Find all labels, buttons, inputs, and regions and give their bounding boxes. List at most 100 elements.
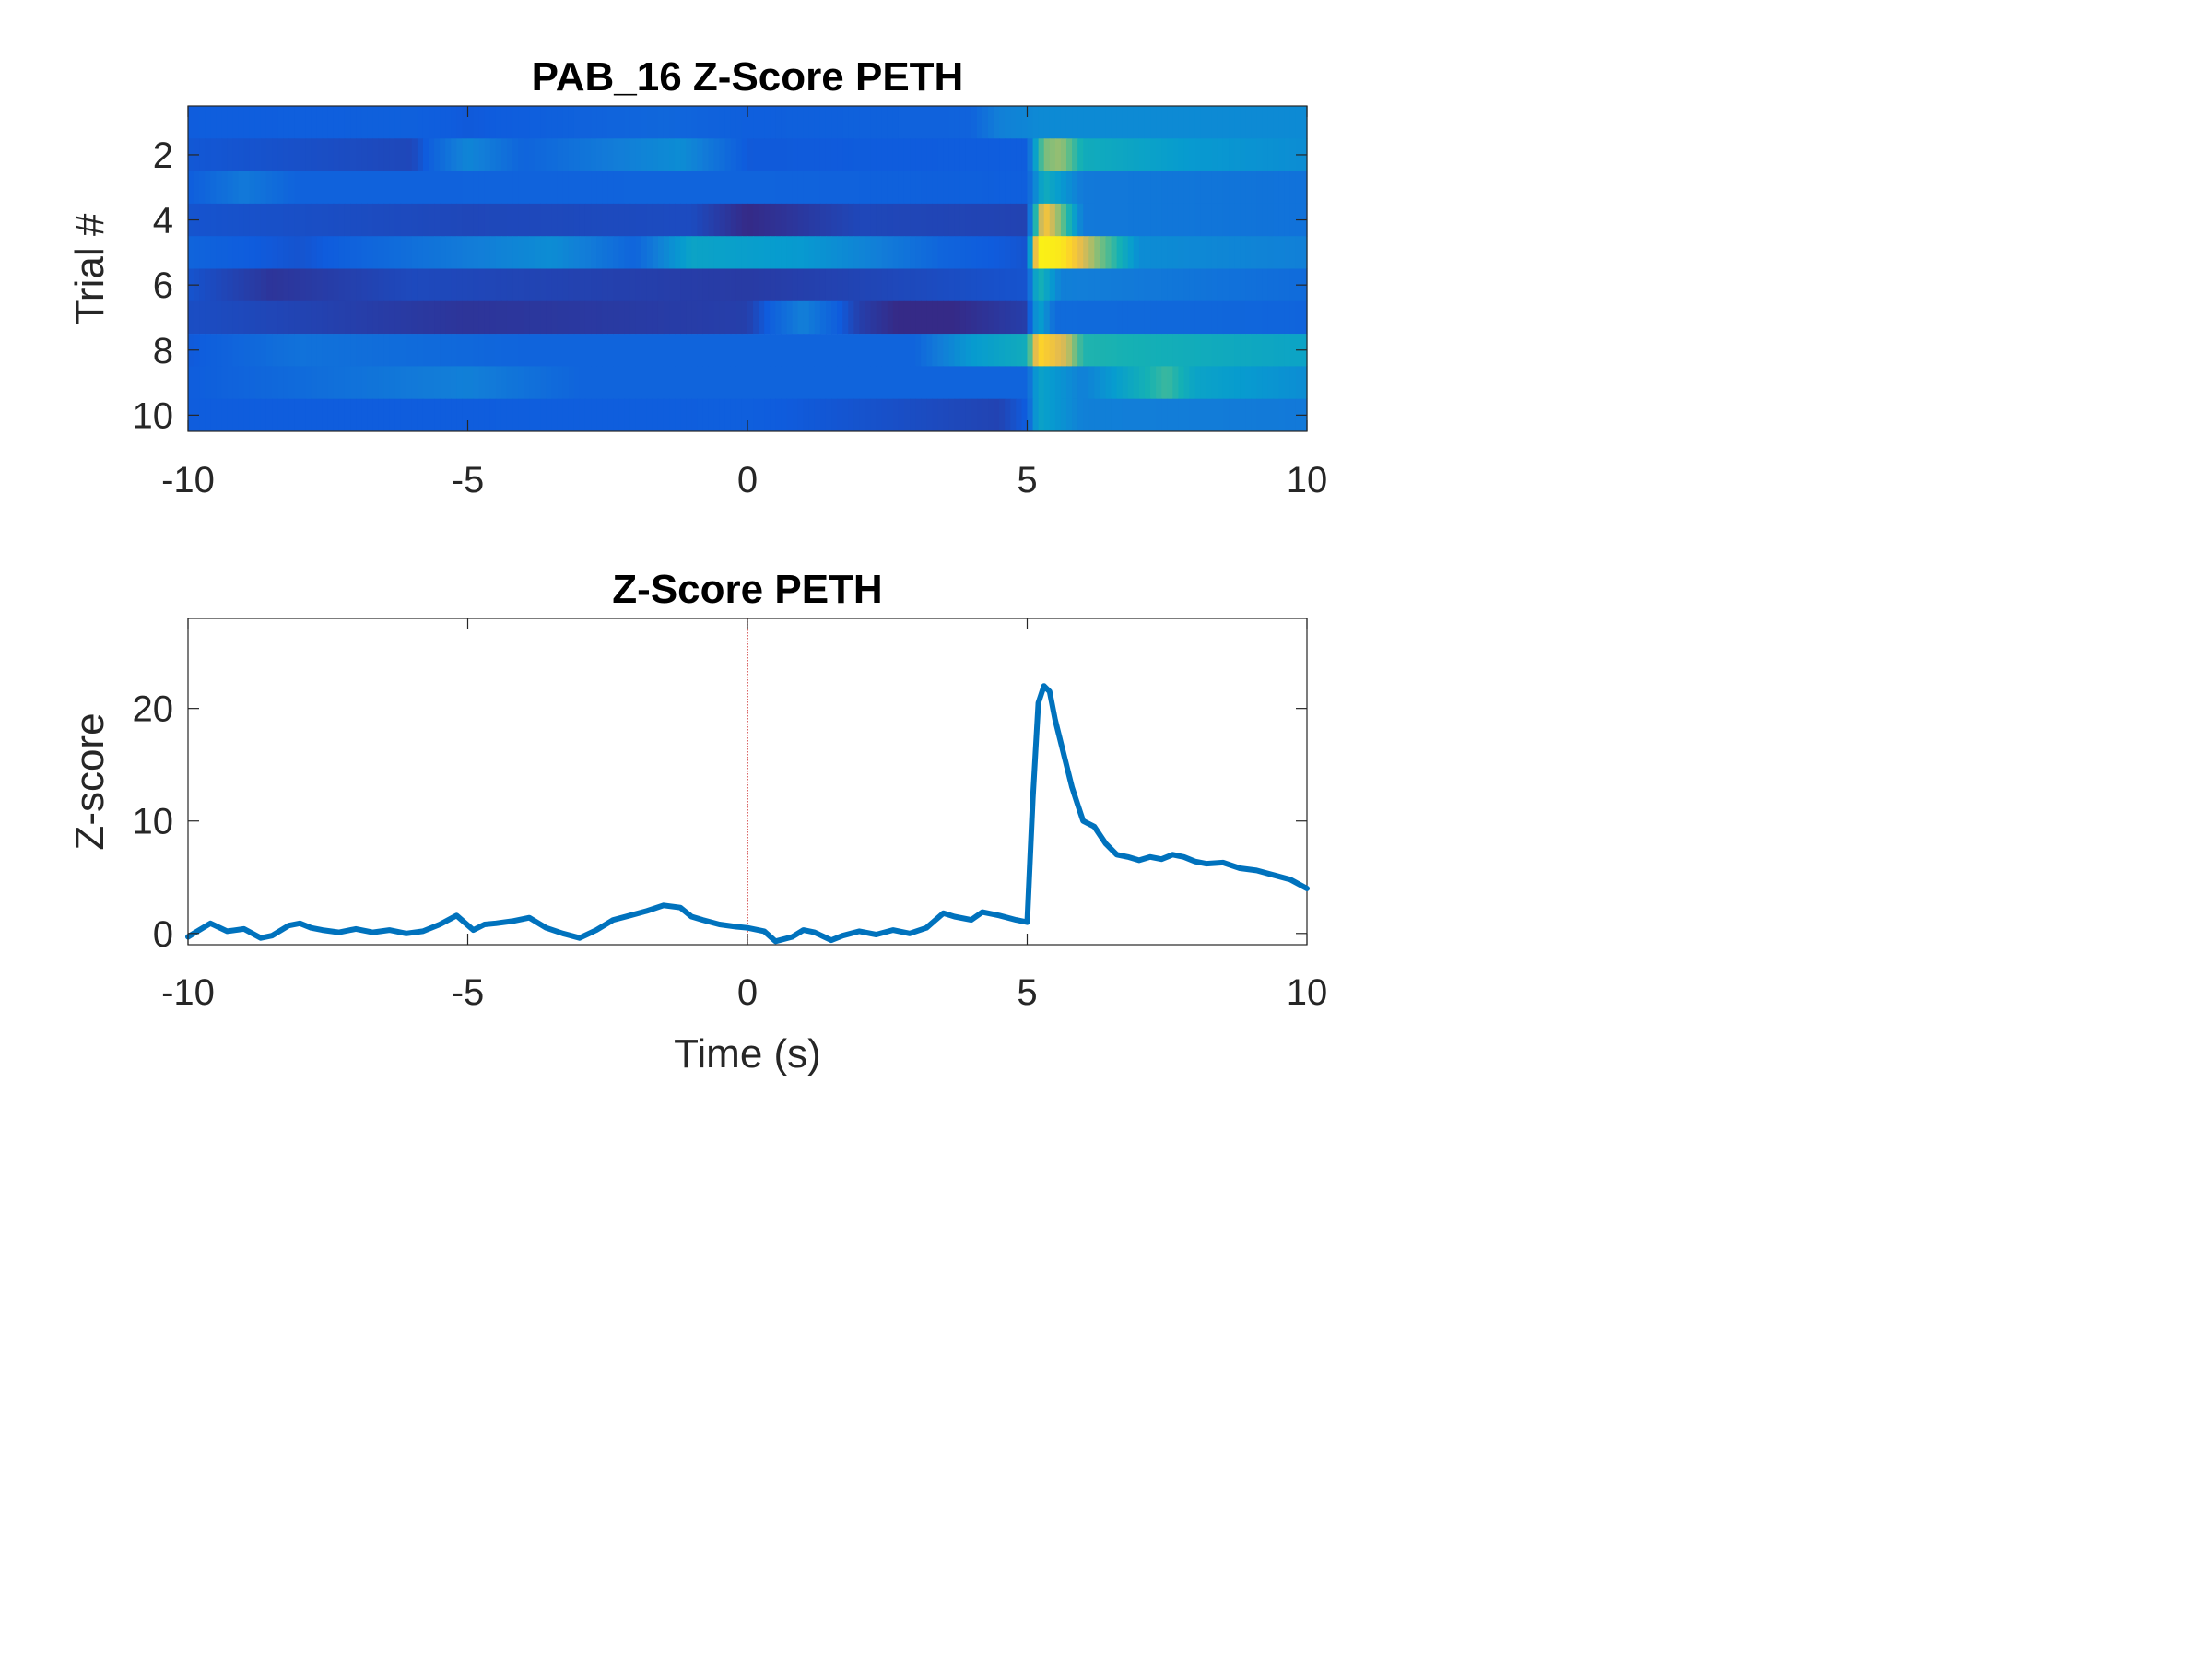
- heatmap-cell: [663, 398, 670, 432]
- heatmap-cell: [350, 334, 357, 367]
- heatmap-cell: [1032, 236, 1040, 269]
- heatmap-cell: [1251, 203, 1257, 237]
- heatmap-cell: [361, 203, 368, 237]
- heatmap-cell: [1172, 138, 1179, 171]
- heatmap-cell: [1038, 138, 1045, 171]
- heatmap-cell: [272, 236, 278, 269]
- heatmap-cell: [870, 171, 877, 205]
- heatmap-cell: [819, 106, 827, 139]
- heatmap-cell: [422, 203, 429, 237]
- heatmap-cell: [529, 171, 535, 205]
- heatmap-cell: [361, 398, 368, 432]
- heatmap-cell: [568, 334, 575, 367]
- heatmap-cell: [1083, 334, 1089, 367]
- heatmap-cell: [629, 138, 637, 171]
- heatmap-cell: [568, 398, 575, 432]
- heatmap-cell: [825, 366, 832, 399]
- heatmap-cell: [1183, 171, 1191, 205]
- heatmap-cell: [1289, 138, 1297, 171]
- heatmap-cell: [316, 236, 324, 269]
- heatmap-cell: [741, 398, 748, 432]
- heatmap-cell: [1278, 268, 1286, 302]
- heatmap-cell: [406, 171, 413, 205]
- heatmap-cell: [759, 300, 765, 335]
- heatmap-cell: [819, 171, 827, 205]
- heatmap-cell: [1161, 236, 1168, 269]
- heatmap-cell: [591, 366, 597, 399]
- heatmap-cell: [764, 334, 771, 367]
- heatmap-cell: [842, 300, 849, 335]
- heatmap-cell: [1032, 334, 1040, 367]
- heatmap-cell: [1167, 334, 1173, 367]
- heatmap-cell: [921, 300, 927, 335]
- heatmap-cell: [1217, 236, 1224, 269]
- heatmap-cell: [618, 138, 626, 171]
- heatmap-cell: [1032, 106, 1040, 139]
- heatmap-cell: [300, 138, 307, 171]
- heatmap-cell: [1172, 334, 1179, 367]
- heatmap-cell: [702, 138, 710, 171]
- heatmap-cell: [227, 203, 234, 237]
- heatmap-cell: [1138, 398, 1146, 432]
- heatmap-cell: [937, 268, 945, 302]
- heatmap-cell: [1032, 398, 1040, 432]
- heatmap-cell: [1289, 268, 1297, 302]
- heatmap-cell: [422, 106, 429, 139]
- heatmap-cell: [753, 398, 759, 432]
- heatmap-cell: [602, 138, 608, 171]
- heatmap-cell: [591, 203, 597, 237]
- heatmap-cell: [1116, 138, 1124, 171]
- heatmap-cell: [892, 366, 900, 399]
- heatmap-cell: [495, 268, 502, 302]
- heatmap-cell: [227, 398, 234, 432]
- heatmap-cell: [1273, 171, 1280, 205]
- heatmap-cell: [1289, 366, 1297, 399]
- heatmap-cell: [216, 106, 223, 139]
- heatmap-cell: [1262, 300, 1269, 335]
- heatmap-cell: [613, 203, 619, 237]
- heatmap-cell: [1032, 366, 1040, 399]
- heatmap-cell: [322, 171, 329, 205]
- heatmap-cell: [657, 334, 665, 367]
- heatmap-cell: [216, 300, 223, 335]
- heatmap-cell: [988, 236, 994, 269]
- heatmap-cell: [853, 398, 860, 432]
- heatmap-cell: [277, 171, 284, 205]
- heatmap-cell: [1100, 398, 1107, 432]
- series-point: [1237, 865, 1242, 871]
- heatmap-cell: [999, 300, 1006, 335]
- heatmap-cell: [1054, 300, 1062, 335]
- heatmap-cell: [1156, 171, 1162, 205]
- heatmap-cell: [602, 203, 608, 237]
- heatmap-cell: [994, 236, 1000, 269]
- heatmap-cell: [546, 300, 553, 335]
- heatmap-cell: [1262, 236, 1269, 269]
- heatmap-cell: [1240, 366, 1246, 399]
- heatmap-cell: [1178, 203, 1185, 237]
- heatmap-cell: [910, 268, 916, 302]
- heatmap-cell: [1211, 268, 1218, 302]
- heatmap-cell: [1194, 203, 1202, 237]
- heatmap-cell: [1172, 366, 1179, 399]
- heatmap-cell: [1133, 236, 1140, 269]
- heatmap-cell: [691, 236, 698, 269]
- heatmap-cell: [1144, 106, 1151, 139]
- heatmap-cell: [1077, 398, 1084, 432]
- series-point: [628, 912, 632, 918]
- heatmap-cell: [518, 398, 524, 432]
- heatmap-cell: [1054, 171, 1062, 205]
- heatmap-cell: [926, 203, 933, 237]
- heatmap-cell: [976, 398, 983, 432]
- heatmap-x-tick-label: -10: [161, 460, 215, 500]
- heatmap-cell: [808, 366, 816, 399]
- heatmap-cell: [1211, 171, 1218, 205]
- heatmap-cell: [937, 398, 945, 432]
- heatmap-cell: [1189, 203, 1196, 237]
- heatmap-cell: [1217, 203, 1224, 237]
- heatmap-cell: [294, 203, 300, 237]
- heatmap-cell: [367, 300, 373, 335]
- heatmap-cell: [1122, 106, 1129, 139]
- heatmap-cell: [948, 334, 956, 367]
- heatmap-cell: [691, 268, 698, 302]
- heatmap-cell: [1077, 334, 1084, 367]
